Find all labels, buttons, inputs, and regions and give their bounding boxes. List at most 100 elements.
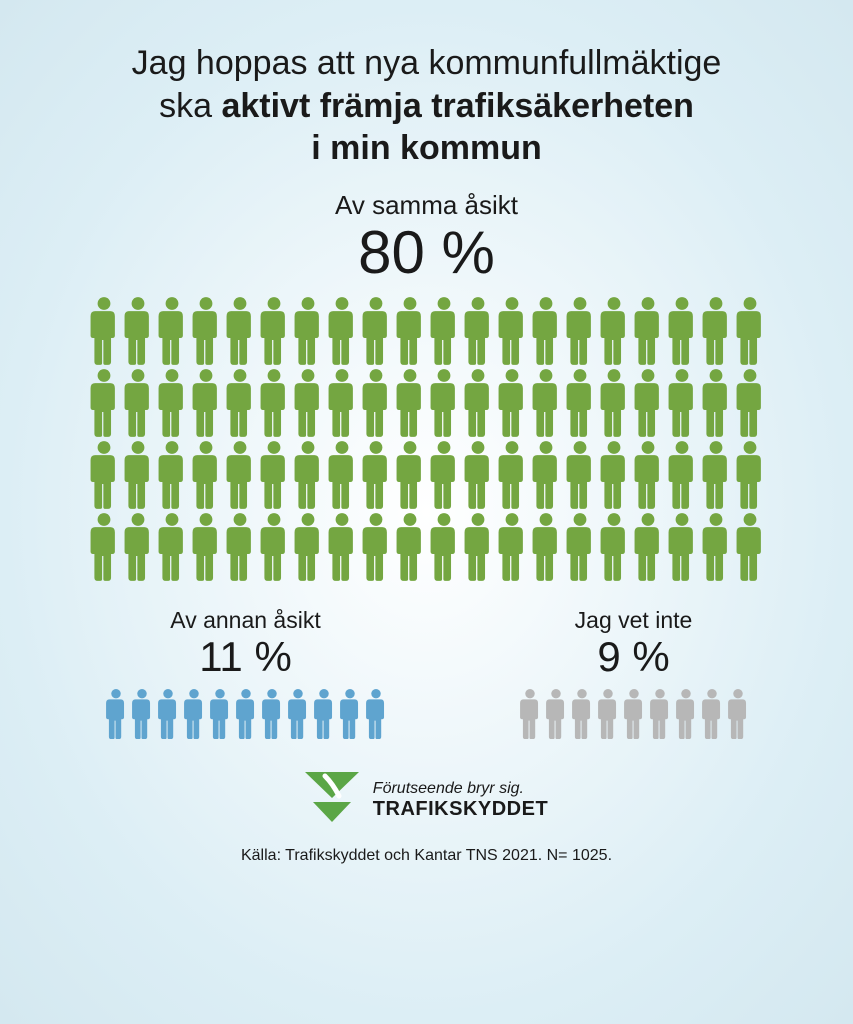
agree-section: Av samma åsikt 80 % (88, 190, 766, 583)
person-icon (428, 439, 460, 511)
person-icon (700, 367, 732, 439)
person-icon (156, 367, 188, 439)
person-icon (564, 367, 596, 439)
person-icon (122, 367, 154, 439)
person-icon (462, 367, 494, 439)
person-icon (544, 688, 568, 740)
person-icon (360, 295, 392, 367)
person-icon (496, 511, 528, 583)
person-icon (734, 511, 766, 583)
person-icon (292, 511, 324, 583)
person-icon (564, 511, 596, 583)
person-icon (598, 511, 630, 583)
person-icon (326, 367, 358, 439)
person-icon (394, 367, 426, 439)
person-icon (530, 295, 562, 367)
person-icon (530, 367, 562, 439)
person-icon (530, 511, 562, 583)
person-icon (190, 511, 222, 583)
disagree-label: Av annan åsikt (104, 607, 388, 634)
person-icon (360, 367, 392, 439)
person-icon (364, 688, 388, 740)
person-icon (190, 439, 222, 511)
dontknow-pictogram-grid (518, 688, 750, 740)
person-icon (338, 688, 362, 740)
person-icon (734, 295, 766, 367)
person-icon (360, 511, 392, 583)
person-icon (258, 295, 290, 367)
person-icon (88, 439, 120, 511)
person-icon (700, 688, 724, 740)
person-icon (734, 439, 766, 511)
person-icon (292, 295, 324, 367)
trafikskyddet-logo-icon (305, 772, 359, 829)
person-icon (632, 367, 664, 439)
person-icon (234, 688, 258, 740)
person-icon (700, 295, 732, 367)
person-icon (700, 511, 732, 583)
person-icon (462, 511, 494, 583)
agree-label: Av samma åsikt (88, 190, 766, 221)
person-icon (648, 688, 672, 740)
headline-line2: ska aktivt främja trafiksäkerheten (132, 85, 722, 128)
person-icon (674, 688, 698, 740)
person-icon (632, 295, 664, 367)
person-icon (292, 367, 324, 439)
person-icon (734, 367, 766, 439)
person-icon (632, 511, 664, 583)
person-icon (462, 439, 494, 511)
person-icon (88, 511, 120, 583)
person-icon (564, 295, 596, 367)
person-icon (496, 439, 528, 511)
person-icon (496, 367, 528, 439)
person-icon (130, 688, 154, 740)
person-icon (292, 439, 324, 511)
person-icon (258, 367, 290, 439)
person-icon (462, 295, 494, 367)
person-icon (260, 688, 284, 740)
person-icon (596, 688, 620, 740)
person-icon (564, 439, 596, 511)
person-icon (598, 439, 630, 511)
disagree-pictogram-grid (104, 688, 388, 740)
person-icon (224, 439, 256, 511)
person-icon (518, 688, 542, 740)
person-icon (428, 511, 460, 583)
person-icon (122, 511, 154, 583)
person-icon (258, 439, 290, 511)
person-icon (156, 688, 180, 740)
disagree-value: 11 % (104, 634, 388, 680)
person-icon (496, 295, 528, 367)
person-icon (428, 295, 460, 367)
logo-block: Förutseende bryr sig. TRAFIKSKYDDET (305, 772, 548, 829)
person-icon (394, 295, 426, 367)
person-icon (190, 295, 222, 367)
person-icon (190, 367, 222, 439)
source-citation: Källa: Trafikskyddet och Kantar TNS 2021… (241, 847, 612, 865)
person-icon (156, 511, 188, 583)
person-icon (122, 439, 154, 511)
person-icon (122, 295, 154, 367)
person-icon (224, 367, 256, 439)
person-icon (360, 439, 392, 511)
person-icon (182, 688, 206, 740)
headline: Jag hoppas att nya kommunfullmäktige ska… (132, 42, 722, 170)
person-icon (258, 511, 290, 583)
person-icon (88, 295, 120, 367)
person-icon (726, 688, 750, 740)
secondary-row: Av annan åsikt 11 % Jag vet inte 9 (0, 607, 853, 740)
person-icon (208, 688, 232, 740)
person-icon (666, 439, 698, 511)
headline-line3: i min kommun (132, 127, 722, 170)
person-icon (666, 367, 698, 439)
person-icon (88, 367, 120, 439)
person-icon (666, 295, 698, 367)
person-icon (224, 511, 256, 583)
agree-pictogram-grid (88, 295, 766, 583)
person-icon (326, 295, 358, 367)
person-icon (286, 688, 310, 740)
person-icon (700, 439, 732, 511)
person-icon (326, 511, 358, 583)
person-icon (394, 439, 426, 511)
person-icon (598, 295, 630, 367)
